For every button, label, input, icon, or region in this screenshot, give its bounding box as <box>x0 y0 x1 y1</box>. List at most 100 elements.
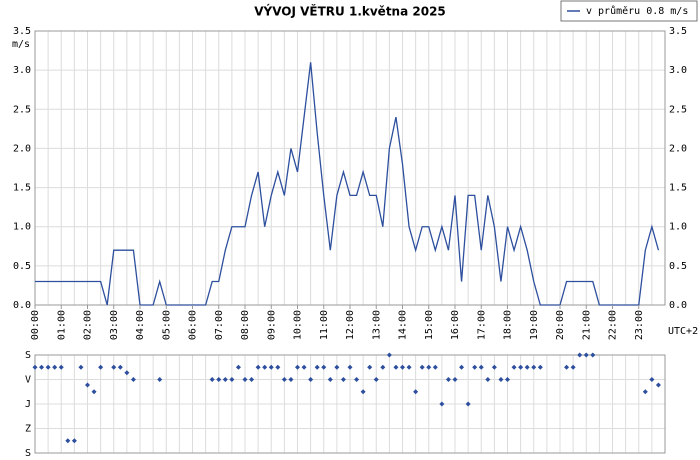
direction-point <box>340 377 346 382</box>
direction-point <box>380 364 386 370</box>
y-tick-label: 1.5 <box>13 183 31 194</box>
x-tick-label: 10:00 <box>293 310 304 340</box>
direction-point <box>655 382 661 388</box>
x-tick-label: 18:00 <box>503 310 514 340</box>
x-tick-label: 11:00 <box>319 310 330 340</box>
direction-point <box>288 377 294 382</box>
direction-point <box>111 364 117 370</box>
direction-point <box>281 377 287 382</box>
direction-point <box>583 352 589 358</box>
direction-point <box>491 364 497 370</box>
direction-point <box>347 364 353 370</box>
direction-point <box>91 389 97 395</box>
x-tick-label: 20:00 <box>555 310 566 340</box>
legend <box>560 0 698 22</box>
x-tick-label: 07:00 <box>214 310 225 340</box>
direction-point <box>373 377 379 382</box>
direction-point <box>124 370 130 376</box>
chart-title: VÝVOJ VĚTRU 1.května 2025 <box>254 4 446 19</box>
direction-point <box>98 364 104 370</box>
direction-point <box>235 364 241 370</box>
direction-point <box>472 364 478 370</box>
direction-point <box>216 377 222 382</box>
direction-point <box>314 364 320 370</box>
x-tick-label: 04:00 <box>135 310 146 340</box>
y-tick-label-right: 3.5 <box>669 26 687 37</box>
direction-point <box>262 364 268 370</box>
direction-point <box>360 389 366 395</box>
direction-point <box>478 364 484 370</box>
direction-point <box>157 377 163 382</box>
direction-point <box>564 364 570 370</box>
direction-point <box>406 364 412 370</box>
direction-point <box>321 364 327 370</box>
x-tick-label: 06:00 <box>188 310 199 340</box>
x-tick-label: 00:00 <box>30 310 41 340</box>
x-tick-label: 21:00 <box>581 310 592 340</box>
direction-point <box>524 364 530 370</box>
direction-point <box>85 382 90 388</box>
direction-point <box>78 364 84 370</box>
y-tick-label-right: 0.5 <box>669 261 687 272</box>
direction-point <box>52 364 58 370</box>
direction-point <box>65 438 71 444</box>
line-series <box>35 62 660 306</box>
x-axis-note: UTC+2 <box>668 326 698 337</box>
y-tick-label: 1.0 <box>13 222 31 233</box>
x-tick-label: 08:00 <box>240 310 251 340</box>
direction-point <box>32 364 38 370</box>
y-tick-label: 2.0 <box>13 143 31 154</box>
y-tick-label-right: 0.0 <box>669 300 687 311</box>
direction-point <box>485 377 491 382</box>
y-tick-label-right: 2.0 <box>669 143 687 154</box>
direction-point <box>419 364 425 370</box>
direction-point <box>308 377 314 382</box>
direction-point <box>577 352 583 358</box>
direction-point <box>642 389 648 395</box>
y-tick-label-right: 2.5 <box>669 104 687 115</box>
y-tick-label: J <box>25 399 31 410</box>
direction-point <box>439 401 445 407</box>
y-tick-label: S <box>25 350 31 361</box>
direction-point <box>39 364 45 370</box>
direction-point <box>275 364 281 370</box>
plot-frame <box>34 354 666 454</box>
direction-point <box>518 364 524 370</box>
y-axis-label: m/s <box>12 39 30 50</box>
direction-point <box>426 364 432 370</box>
x-tick-label: 14:00 <box>398 310 409 340</box>
x-tick-label: 17:00 <box>476 310 487 340</box>
direction-point <box>413 389 419 395</box>
x-tick-label: 01:00 <box>56 310 67 340</box>
y-tick-label: Z <box>25 424 31 435</box>
direction-point <box>367 364 373 370</box>
y-tick-label: S <box>25 448 31 459</box>
direction-point <box>222 377 228 382</box>
direction-point <box>354 377 360 382</box>
direction-point <box>393 364 399 370</box>
direction-point <box>209 377 215 382</box>
direction-point <box>242 377 248 382</box>
direction-point <box>511 364 517 370</box>
direction-point <box>649 377 655 382</box>
y-tick-label-right: 3.0 <box>669 65 687 76</box>
direction-point <box>301 364 307 370</box>
direction-point <box>498 377 504 382</box>
x-tick-label: 05:00 <box>161 310 172 340</box>
direction-point <box>590 352 596 358</box>
y-tick-label: 0.5 <box>13 261 31 272</box>
y-tick-label: 0.0 <box>13 300 31 311</box>
x-tick-label: 02:00 <box>83 310 94 340</box>
direction-point <box>505 377 510 382</box>
direction-point <box>400 364 405 370</box>
direction-point <box>386 352 392 358</box>
direction-point <box>459 364 465 370</box>
direction-point <box>327 377 333 382</box>
x-tick-label: 09:00 <box>266 310 277 340</box>
direction-point <box>537 364 543 370</box>
direction-point <box>531 364 537 370</box>
direction-point <box>229 377 235 382</box>
x-tick-label: 15:00 <box>424 310 435 340</box>
x-tick-label: 13:00 <box>371 310 382 340</box>
